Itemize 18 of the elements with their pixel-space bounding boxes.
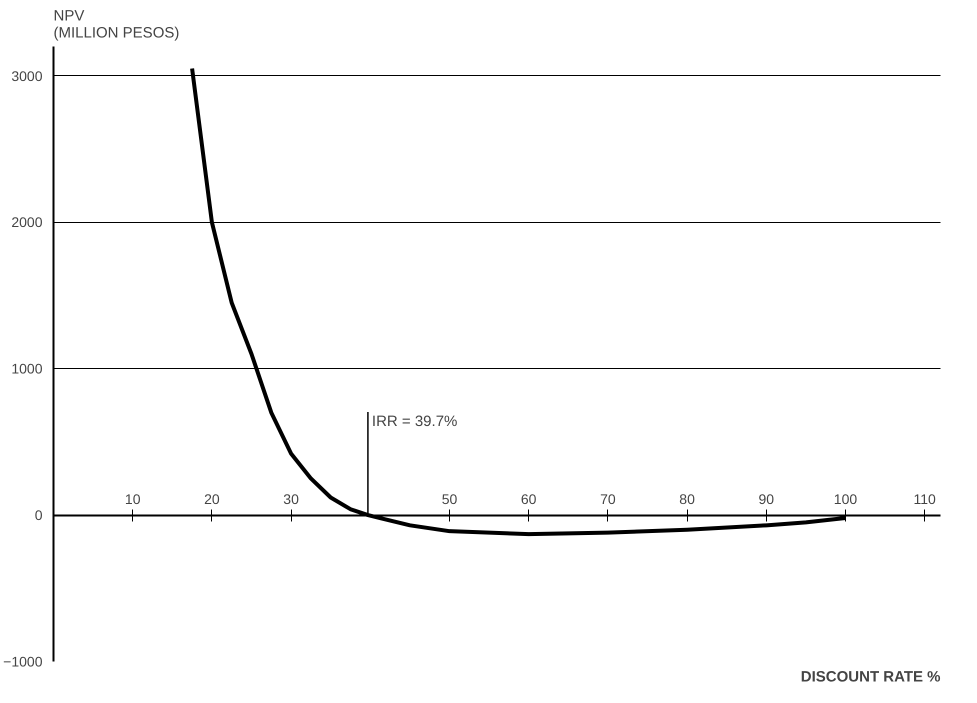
- x-tick-label: 70: [600, 491, 616, 508]
- x-tick-label: 80: [679, 491, 696, 508]
- x-tick-label: 50: [442, 491, 458, 508]
- x-tick-label: 90: [758, 491, 774, 508]
- x-tick-label: 100: [834, 491, 858, 508]
- x-axis-title: DISCOUNT RATE %: [800, 668, 941, 686]
- x-tick-label: 20: [204, 491, 220, 508]
- y-tick-label: 1000: [11, 360, 43, 377]
- x-tick-label: 60: [520, 491, 537, 508]
- x-tick-label: 110: [914, 491, 936, 508]
- y-tick-label: 0: [34, 507, 43, 524]
- x-tick-label: 10: [124, 491, 141, 508]
- y-tick-label: 2000: [11, 214, 43, 230]
- y-tick-label: 3000: [11, 68, 43, 84]
- x-tick-label: 30: [283, 491, 300, 508]
- y-axis-title: NPV (MILLION PESOS): [54, 8, 180, 42]
- y-tick-label: −1000: [3, 654, 43, 670]
- ref-line-label: IRR = 39.7%: [372, 412, 458, 430]
